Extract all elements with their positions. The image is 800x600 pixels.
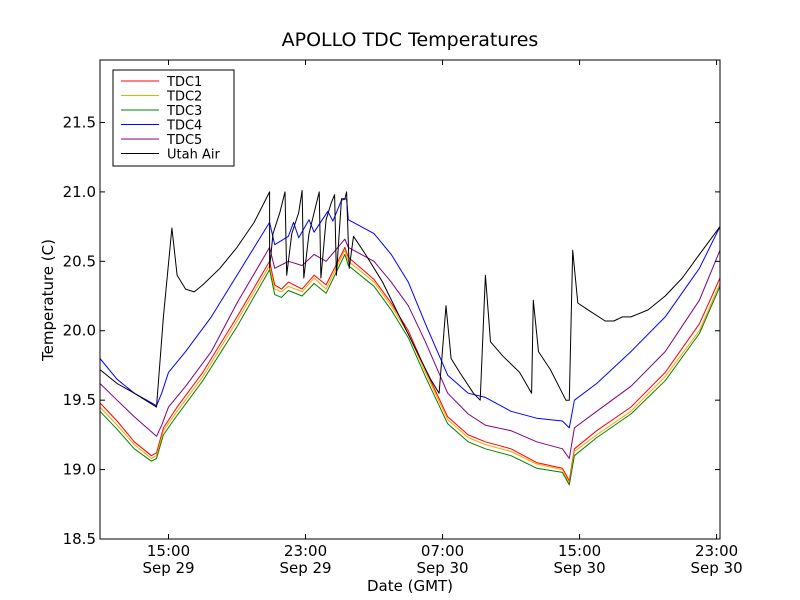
legend-label-tdc3: TDC3: [166, 104, 202, 119]
y-axis-label: Temperature (C): [39, 239, 57, 362]
series-line-tdc5: [99, 238, 721, 459]
y-tick-label: 21.0: [63, 183, 96, 201]
y-tick-label: 21.5: [63, 113, 96, 131]
y-tick-label: 18.5: [63, 530, 96, 548]
legend-label-utah-air: Utah Air: [167, 148, 220, 163]
x-tick-sublabel: Sep 30: [553, 559, 605, 577]
x-tick-label: 15:00: [147, 542, 190, 560]
y-tick-label: 19.0: [63, 461, 96, 479]
y-tick-label: 19.5: [63, 391, 96, 409]
series-line-tdc3: [99, 253, 721, 486]
y-tick-label: 20.0: [63, 322, 96, 340]
series-line-utah-air: [99, 190, 721, 408]
series-layer: [99, 190, 721, 486]
x-tick-sublabel: Sep 29: [279, 559, 331, 577]
x-tick-sublabel: Sep 30: [416, 559, 468, 577]
x-tick-label: 23:00: [284, 542, 327, 560]
plot-frame: [99, 59, 721, 540]
x-tick-label: 23:00: [695, 542, 738, 560]
legend-label-tdc5: TDC5: [166, 133, 202, 148]
legend-label-tdc2: TDC2: [166, 90, 202, 105]
x-tick-sublabel: Sep 29: [142, 559, 194, 577]
x-axis-label: Date (GMT): [367, 577, 453, 595]
x-tick-label: 07:00: [421, 542, 464, 560]
x-tick-label: 15:00: [558, 542, 601, 560]
chart-title: APOLLO TDC Temperatures: [282, 29, 539, 51]
series-line-tdc4: [99, 198, 721, 429]
y-tick-label: 20.5: [63, 252, 96, 270]
x-tick-sublabel: Sep 30: [691, 559, 743, 577]
legend-label-tdc4: TDC4: [166, 119, 202, 134]
legend-label-tdc1: TDC1: [166, 75, 202, 90]
legend-box: [112, 69, 235, 167]
